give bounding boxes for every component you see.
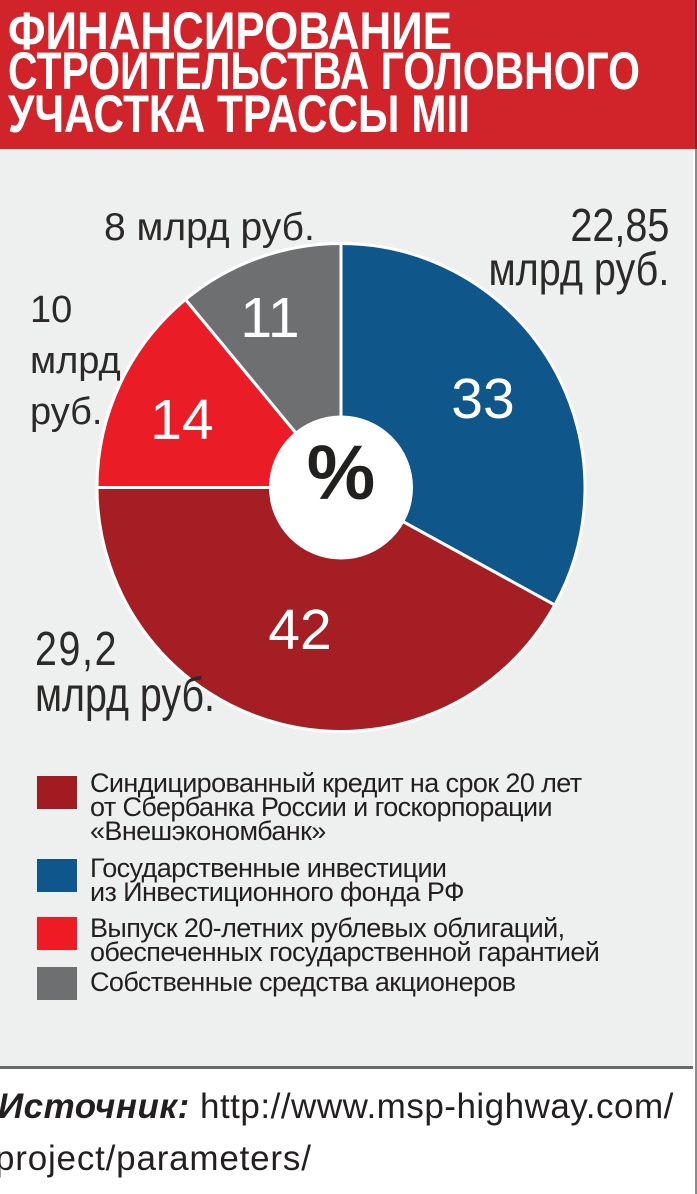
svg-text:33: 33 [451, 367, 514, 431]
svg-text:%: % [307, 430, 375, 516]
svg-text:42: 42 [268, 598, 331, 662]
svg-text:14: 14 [150, 388, 213, 452]
svg-text:11: 11 [240, 286, 299, 350]
